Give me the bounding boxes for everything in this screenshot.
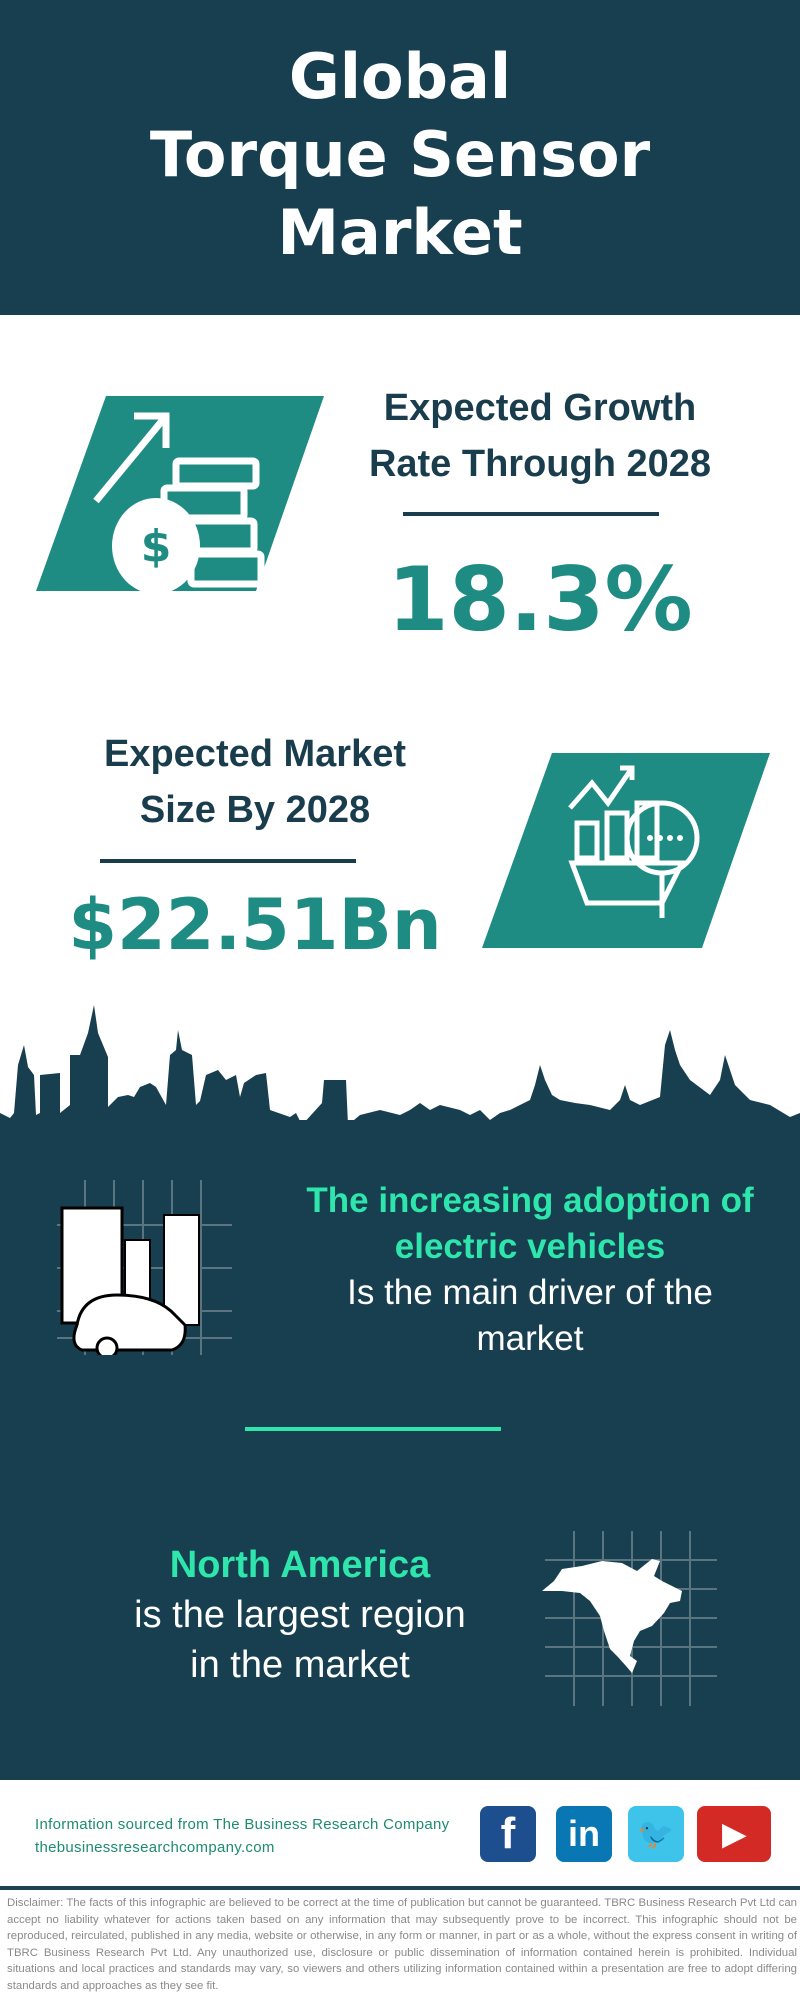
header-banner: [0, 0, 800, 315]
region-text-line: is the largest region: [134, 1594, 466, 1636]
market-analysis-icon: [482, 753, 770, 948]
page-title: Global Torque Sensor Market: [0, 38, 800, 272]
market-size-label-line: Expected Market: [103, 733, 406, 775]
title-line: Global: [288, 40, 512, 113]
website-link[interactable]: thebusinessresearchcompany.com: [35, 1839, 275, 1856]
divider-line: [403, 512, 659, 516]
market-size-value: $22.51Bn: [68, 884, 442, 966]
divider-line: [245, 1427, 501, 1431]
disclaimer-text: Disclaimer: The facts of this infographi…: [7, 1897, 797, 1992]
money-growth-icon: $: [36, 396, 324, 591]
north-america-map-icon: [542, 1531, 717, 1706]
twitter-icon[interactable]: 🐦: [628, 1806, 684, 1862]
driver-text-line: Is the main driver of the: [347, 1273, 713, 1312]
svg-text:$: $: [141, 521, 172, 572]
driver-highlight-line: electric vehicles: [394, 1227, 666, 1266]
footer-divider: [0, 1886, 800, 1890]
dark-section: [0, 1120, 800, 1780]
driver-text-line: market: [476, 1319, 584, 1358]
youtube-icon[interactable]: ▶: [697, 1806, 771, 1862]
driver-highlight-line: The increasing adoption of: [306, 1181, 754, 1220]
growth-label-line: Expected Growth: [383, 387, 697, 429]
title-line: Market: [277, 196, 523, 269]
source-info: Information sourced from The Business Re…: [35, 1813, 449, 1859]
ev-charging-icon: [57, 1180, 232, 1355]
region-text: North America is the largest region in t…: [60, 1540, 540, 1690]
source-line: Information sourced from The Business Re…: [35, 1816, 450, 1833]
city-skyline: [0, 1005, 800, 1125]
divider-line: [100, 859, 356, 863]
driver-text: The increasing adoption of electric vehi…: [270, 1178, 790, 1362]
region-text-line: in the market: [190, 1644, 410, 1686]
market-size-label-line: Size By 2028: [139, 789, 371, 831]
market-size-label: Expected Market Size By 2028: [40, 726, 470, 838]
growth-value: 18.3%: [387, 548, 693, 651]
region-highlight: North America: [169, 1544, 431, 1586]
facebook-icon[interactable]: f: [480, 1806, 536, 1862]
title-line: Torque Sensor: [149, 118, 651, 191]
growth-label: Expected Growth Rate Through 2028: [330, 380, 750, 492]
growth-label-line: Rate Through 2028: [368, 443, 712, 485]
linkedin-icon[interactable]: in: [556, 1806, 612, 1862]
